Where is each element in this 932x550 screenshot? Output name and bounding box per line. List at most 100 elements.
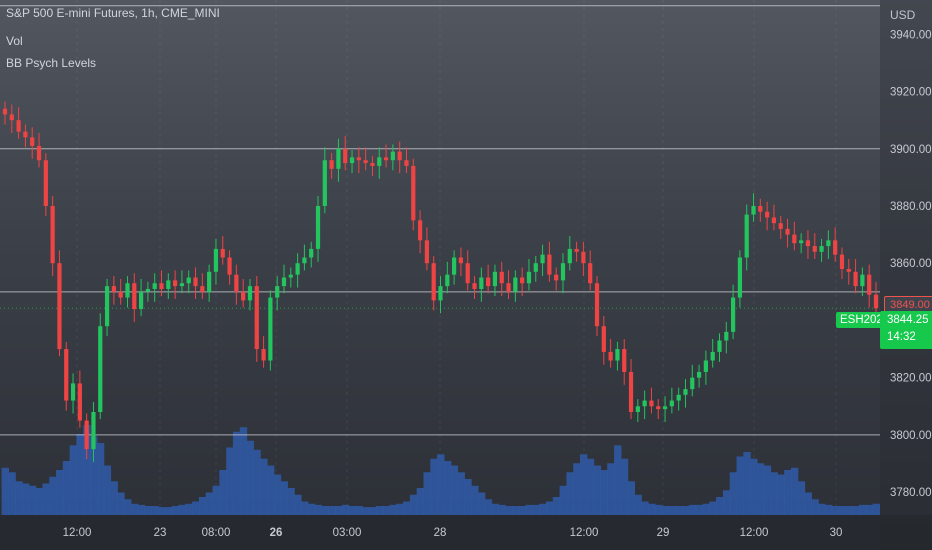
bar-countdown: 14:32 (887, 331, 916, 343)
candle (710, 351, 715, 361)
candle (247, 286, 253, 301)
volume-bar (858, 504, 867, 515)
volume-bar (736, 456, 744, 515)
volume-bar (586, 458, 595, 515)
volume-bar (178, 504, 186, 515)
volume-bar (525, 504, 533, 515)
volume-bar (396, 503, 404, 515)
volume-bar (824, 504, 833, 515)
volume-bar (287, 488, 295, 515)
candle (179, 283, 185, 287)
volume-bar (845, 506, 853, 515)
x-tick-label: 23 (154, 527, 167, 539)
candle (581, 251, 586, 264)
last-price-value: 3844.25 (887, 314, 929, 326)
volume-bar (763, 465, 772, 515)
candle (608, 351, 613, 361)
candle (853, 271, 858, 287)
volume-bar (688, 504, 697, 515)
candle (819, 246, 824, 252)
volume-bar (539, 503, 547, 515)
candle (873, 294, 879, 309)
candle (227, 257, 232, 275)
chart-title[interactable]: S&P 500 E-mini Futures, 1h, CME_MINI (6, 6, 220, 20)
volume-bar (321, 506, 329, 515)
candle (118, 291, 123, 298)
candle (16, 120, 21, 132)
candle (703, 360, 708, 372)
volume-bar (239, 427, 248, 515)
candle (207, 271, 212, 292)
volume-bar (96, 443, 105, 515)
candle (43, 160, 48, 206)
candle (309, 248, 314, 258)
candle (635, 406, 640, 412)
volume-bar (743, 452, 751, 515)
candle (696, 371, 702, 378)
volume-bar (852, 506, 860, 515)
volume-bar (212, 485, 220, 515)
volume-bar (328, 506, 336, 515)
volume-bar (471, 485, 479, 515)
volume-bar (246, 440, 254, 515)
volume-bar (729, 472, 738, 515)
volume-bar (62, 461, 71, 515)
candle (383, 157, 389, 161)
volume-bar (151, 506, 159, 515)
axis-currency-label[interactable]: USD (890, 8, 916, 22)
price-axis-area (880, 0, 932, 550)
volume-bar (301, 501, 309, 515)
candle (826, 240, 831, 247)
volume-bar (756, 463, 765, 515)
candle (758, 206, 763, 212)
candle (860, 274, 865, 287)
volume-bar (124, 499, 132, 515)
volume-bar (362, 507, 370, 515)
candle (64, 349, 69, 401)
candle (390, 151, 395, 161)
x-tick-label: 28 (434, 527, 447, 539)
volume-bar (668, 506, 676, 515)
volume-bar (335, 506, 343, 515)
y-tick-label: 3900.00 (890, 144, 932, 156)
volume-bar (722, 490, 731, 515)
volume-bar (750, 458, 758, 515)
volume-bar (784, 470, 792, 515)
candle (472, 283, 477, 289)
time-axis-area (0, 515, 932, 550)
candle (23, 131, 28, 138)
candle (329, 160, 334, 169)
candle (669, 400, 674, 407)
candle (343, 148, 348, 164)
candle (499, 271, 504, 284)
legend-vol[interactable]: Vol (6, 34, 23, 48)
x-tick-label: 12:00 (63, 527, 92, 539)
volume-bar (518, 506, 527, 515)
candle (526, 271, 532, 284)
candle (200, 286, 205, 292)
candle (356, 157, 361, 161)
volume-bar (593, 465, 602, 515)
candle (554, 274, 559, 281)
volume-bar (627, 481, 636, 515)
candle (737, 257, 743, 298)
volume-bar (654, 504, 663, 515)
volume-bar (641, 501, 649, 515)
volume-bar (416, 488, 425, 515)
candle (234, 274, 239, 292)
legend-indicator[interactable]: BB Psych Levels (6, 56, 97, 70)
volume-bar (818, 503, 826, 515)
candle (683, 389, 688, 395)
volume-bar (614, 445, 622, 515)
candle (336, 148, 341, 169)
volume-bar (110, 481, 118, 515)
volume-bar (573, 463, 581, 515)
volume-bar (709, 501, 717, 515)
candle (98, 326, 103, 412)
candle (125, 283, 130, 298)
volume-bar (232, 431, 241, 515)
candle (717, 340, 722, 352)
x-tick-label: 03:00 (333, 527, 362, 539)
volume-bar (22, 483, 30, 515)
